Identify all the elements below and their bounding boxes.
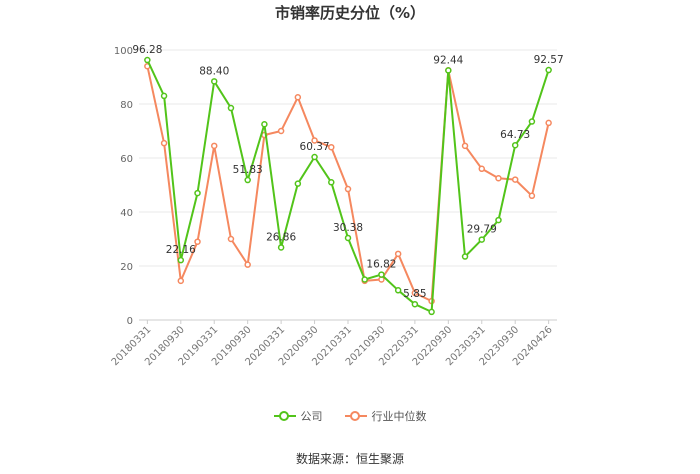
data-label: 60.37 (300, 141, 330, 153)
data-label: 29.79 (467, 224, 497, 236)
data-point-industry (227, 235, 235, 243)
data-point-industry (545, 119, 552, 127)
data-point-company (461, 253, 469, 260)
data-point-company (344, 234, 352, 242)
data-label: 92.57 (534, 54, 564, 66)
y-tick-label: 20 (120, 262, 133, 273)
y-tick-label: 60 (120, 154, 133, 165)
data-point-industry (177, 277, 185, 285)
data-point-industry (244, 261, 251, 268)
data-point-company (277, 244, 285, 251)
data-point-company (445, 67, 452, 74)
data-point-industry (328, 143, 335, 151)
data-point-industry (344, 185, 352, 193)
y-tick-label: 100 (114, 46, 133, 57)
data-point-industry (528, 192, 536, 200)
legend-industry-label: 行业中位数 (371, 410, 427, 423)
data-label: 88.40 (199, 65, 229, 77)
data-point-industry (478, 165, 486, 173)
data-point-company (495, 216, 502, 224)
data-point-company (361, 276, 368, 283)
legend-item-company[interactable]: 公司 (273, 408, 323, 424)
data-point-industry (411, 289, 419, 297)
data-point-industry (511, 176, 519, 183)
data-label: 30.38 (333, 222, 363, 234)
data-point-company (294, 180, 302, 187)
data-point-company (428, 308, 435, 316)
data-point-industry (277, 127, 285, 135)
legend-company-label: 公司 (300, 410, 323, 423)
data-point-company (160, 92, 168, 100)
data-label: 96.28 (132, 44, 162, 56)
data-point-industry (461, 142, 469, 150)
data-point-industry (194, 238, 201, 245)
y-tick-label: 80 (120, 100, 133, 111)
data-point-industry (210, 142, 218, 150)
data-point-company (478, 236, 486, 243)
chart-title: 市销率历史分位（%） (274, 4, 426, 22)
data-point-company (144, 56, 151, 64)
legend-company-swatch (273, 411, 296, 421)
data-label: 5.85 (403, 288, 426, 300)
data-label: 51.83 (233, 164, 263, 176)
data-point-company (528, 118, 536, 125)
data-label: 64.73 (500, 129, 530, 141)
data-point-industry (394, 250, 402, 258)
data-point-company (311, 153, 318, 161)
data-point-company (378, 271, 385, 278)
data-point-industry (294, 94, 302, 101)
data-point-company (328, 179, 335, 186)
data-point-company (210, 78, 218, 85)
chart-legend: 公司 行业中位数 (0, 408, 700, 424)
data-source-note: 数据来源：恒生聚源 (295, 452, 404, 466)
y-tick-label: 0 (127, 316, 133, 327)
data-point-company (511, 141, 519, 149)
data-point-industry (311, 137, 318, 144)
legend-industry-swatch (344, 411, 367, 421)
data-point-company (394, 287, 402, 294)
data-point-industry (160, 139, 168, 147)
legend-item-industry[interactable]: 行业中位数 (344, 408, 427, 424)
data-point-company (177, 256, 185, 264)
data-label: 16.82 (366, 259, 396, 271)
data-label: 92.44 (433, 54, 463, 66)
data-point-company (244, 176, 251, 184)
data-label: 22.16 (166, 244, 196, 256)
data-point-company (411, 300, 419, 308)
data-point-company (545, 66, 552, 74)
data-point-company (227, 104, 235, 112)
data-point-company (194, 189, 201, 197)
data-point-company (261, 121, 268, 128)
y-tick-label: 40 (120, 208, 133, 219)
data-point-industry (495, 175, 502, 182)
data-label: 26.86 (266, 231, 296, 243)
